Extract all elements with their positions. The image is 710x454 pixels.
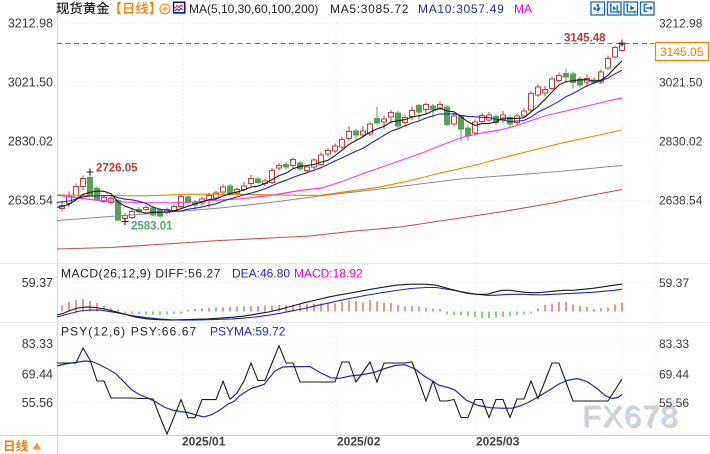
- svg-text:55.56: 55.56: [659, 396, 689, 410]
- svg-text:MA(5,10,30,60,100,200): MA(5,10,30,60,100,200): [189, 2, 318, 16]
- svg-text:2025/01: 2025/01: [182, 435, 226, 449]
- svg-text:MA: MA: [514, 2, 532, 16]
- svg-text:83.33: 83.33: [659, 337, 689, 351]
- svg-text:2830.02: 2830.02: [8, 135, 53, 149]
- svg-text:MACD(26,12,9) DIFF:56.27: MACD(26,12,9) DIFF:56.27: [61, 267, 221, 281]
- svg-text:3212.98: 3212.98: [8, 17, 53, 31]
- svg-text:69.44: 69.44: [22, 368, 53, 382]
- svg-text:3212.98: 3212.98: [659, 17, 703, 31]
- svg-text:2638.54: 2638.54: [659, 194, 703, 208]
- svg-text:2726.05: 2726.05: [96, 163, 138, 175]
- svg-text:FX678: FX678: [584, 400, 680, 435]
- svg-text:3021.50: 3021.50: [659, 76, 703, 90]
- svg-text:3145.05: 3145.05: [660, 45, 704, 59]
- svg-text:59.37: 59.37: [659, 276, 689, 290]
- svg-text:55.56: 55.56: [22, 396, 53, 410]
- svg-text:PSYMA:59.72: PSYMA:59.72: [210, 325, 286, 339]
- svg-text:59.37: 59.37: [22, 276, 53, 290]
- svg-text:2583.01: 2583.01: [131, 221, 173, 233]
- svg-text:PSY(12,6) PSY:66.67: PSY(12,6) PSY:66.67: [61, 325, 197, 339]
- svg-text:83.33: 83.33: [22, 337, 53, 351]
- svg-text:2638.54: 2638.54: [8, 194, 53, 208]
- svg-text:2025/03: 2025/03: [476, 435, 520, 449]
- svg-text:3021.50: 3021.50: [8, 76, 53, 90]
- svg-text:MA10:3057.49: MA10:3057.49: [418, 2, 504, 16]
- svg-text:69.44: 69.44: [659, 368, 689, 382]
- svg-text:3145.48: 3145.48: [564, 33, 606, 45]
- svg-text:MACD:18.92: MACD:18.92: [294, 267, 363, 281]
- svg-text:2830.02: 2830.02: [659, 135, 703, 149]
- svg-text:FX678: FX678: [582, 399, 678, 434]
- svg-text:2025/02: 2025/02: [337, 435, 381, 449]
- svg-text:DEA:46.80: DEA:46.80: [232, 267, 290, 281]
- svg-text:MA5:3085.72: MA5:3085.72: [330, 2, 409, 16]
